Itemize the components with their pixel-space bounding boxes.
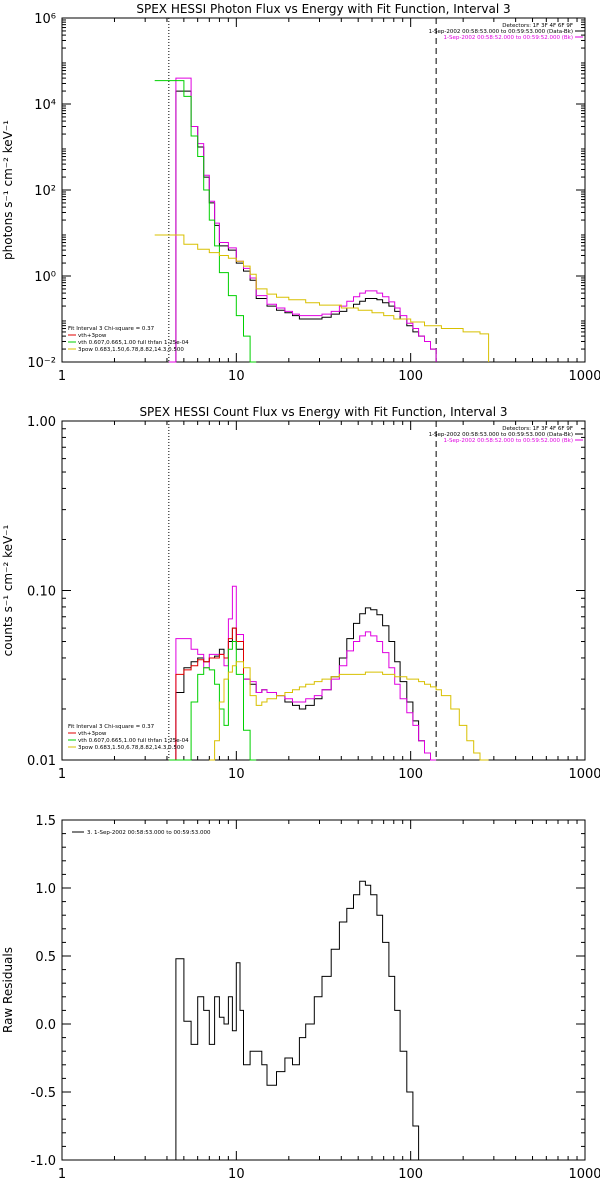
legend-label: vth 0.607,0.665,1.00 full thfan 1.25e-04 [78,738,189,744]
legend-label: 3pow 0.683,1.50,6.78,8.82,14.3,0.500 [78,745,184,751]
legend-label: 3pow 0.683,1.50,6.78,8.82,14.3,0.500 [78,347,184,353]
legend-label: vth+3pow [78,731,107,737]
header-line: 1-Sep-2002 00:58:53.000 to 00:59:53.000 … [429,432,573,438]
plot-frame [61,420,586,761]
series-vth-line [154,80,257,363]
x-tick-label: 100 [398,1167,423,1182]
y-tick-label: 10⁻² [27,356,56,371]
series-3-1-sep-2002-00-58-53-000-to-00-59-53-000-line [168,880,437,1161]
x-tick-label: 10 [228,767,245,782]
y-tick-label: 1.00 [27,415,56,430]
y-tick-label: -0.5 [31,1086,56,1101]
legend-label: 3. 1-Sep-2002 00:58:53.000 to 00:59:53.0… [87,830,211,836]
x-tick-label: 1 [58,369,66,384]
series-data-bk-line [168,90,437,363]
series-vth-3pow-line [168,627,244,761]
y-tick-label: 1.5 [35,814,56,829]
legend-label: vth 0.607,0.665,1.00 full thfan 1.25e-04 [78,340,189,346]
chart-title: SPEX HESSI Count Flux vs Energy with Fit… [139,405,507,419]
plot-frame [61,17,586,363]
series-bk-line [168,585,437,761]
plot-frame [61,819,586,1161]
series-3pow-line [209,661,489,761]
series-data-bk-line [168,607,437,761]
y-axis-label: photons s⁻¹ cm⁻² keV⁻¹ [1,120,15,260]
y-tick-label: 10⁴ [34,98,56,113]
x-tick-label: 1 [58,767,66,782]
legend-label: vth+3pow [78,333,107,339]
y-tick-label: -1.0 [31,1154,56,1169]
header-line: Detectors: 1F 3F 4F 6F 9F [502,23,573,29]
x-tick-label: 1000 [568,767,600,782]
y-tick-label: 0.0 [35,1018,56,1033]
y-tick-label: 0.5 [35,950,56,965]
series-3pow-line [154,234,490,362]
header-line: Detectors: 1F 3F 4F 6F 9F [502,426,573,432]
y-tick-label: 10⁶ [34,12,56,27]
header-line: 1-Sep-2002 00:58:53.000 to 00:59:53.000 … [429,29,573,35]
chart-title: SPEX HESSI Photon Flux vs Energy with Fi… [136,2,510,16]
x-tick-label: 1000 [568,369,600,384]
y-tick-label: 0.01 [27,754,56,769]
legend-label: Fit Interval 3 Chi-square = 0.37 [68,326,155,332]
y-tick-label: 10⁰ [34,270,56,285]
y-axis-label: Raw Residuals [1,947,15,1033]
y-tick-label: 0.10 [27,585,56,600]
x-tick-label: 1 [58,1167,66,1182]
legend-label: Fit Interval 3 Chi-square = 0.37 [68,724,155,730]
y-tick-label: 1.0 [35,882,56,897]
x-tick-label: 1000 [568,1167,600,1182]
series-bk-line [168,77,437,363]
y-tick-label: 10² [34,184,56,199]
header-line: 1-Sep-2002 00:58:52.000 to 00:59:52.000 … [444,438,574,444]
y-axis-label: counts s⁻¹ cm⁻² keV⁻¹ [1,524,15,656]
x-tick-label: 10 [228,1167,245,1182]
x-tick-label: 100 [398,369,423,384]
x-tick-label: 100 [398,767,423,782]
header-line: 1-Sep-2002 00:58:52.000 to 00:59:52.000 … [444,35,574,41]
x-tick-label: 10 [228,369,245,384]
